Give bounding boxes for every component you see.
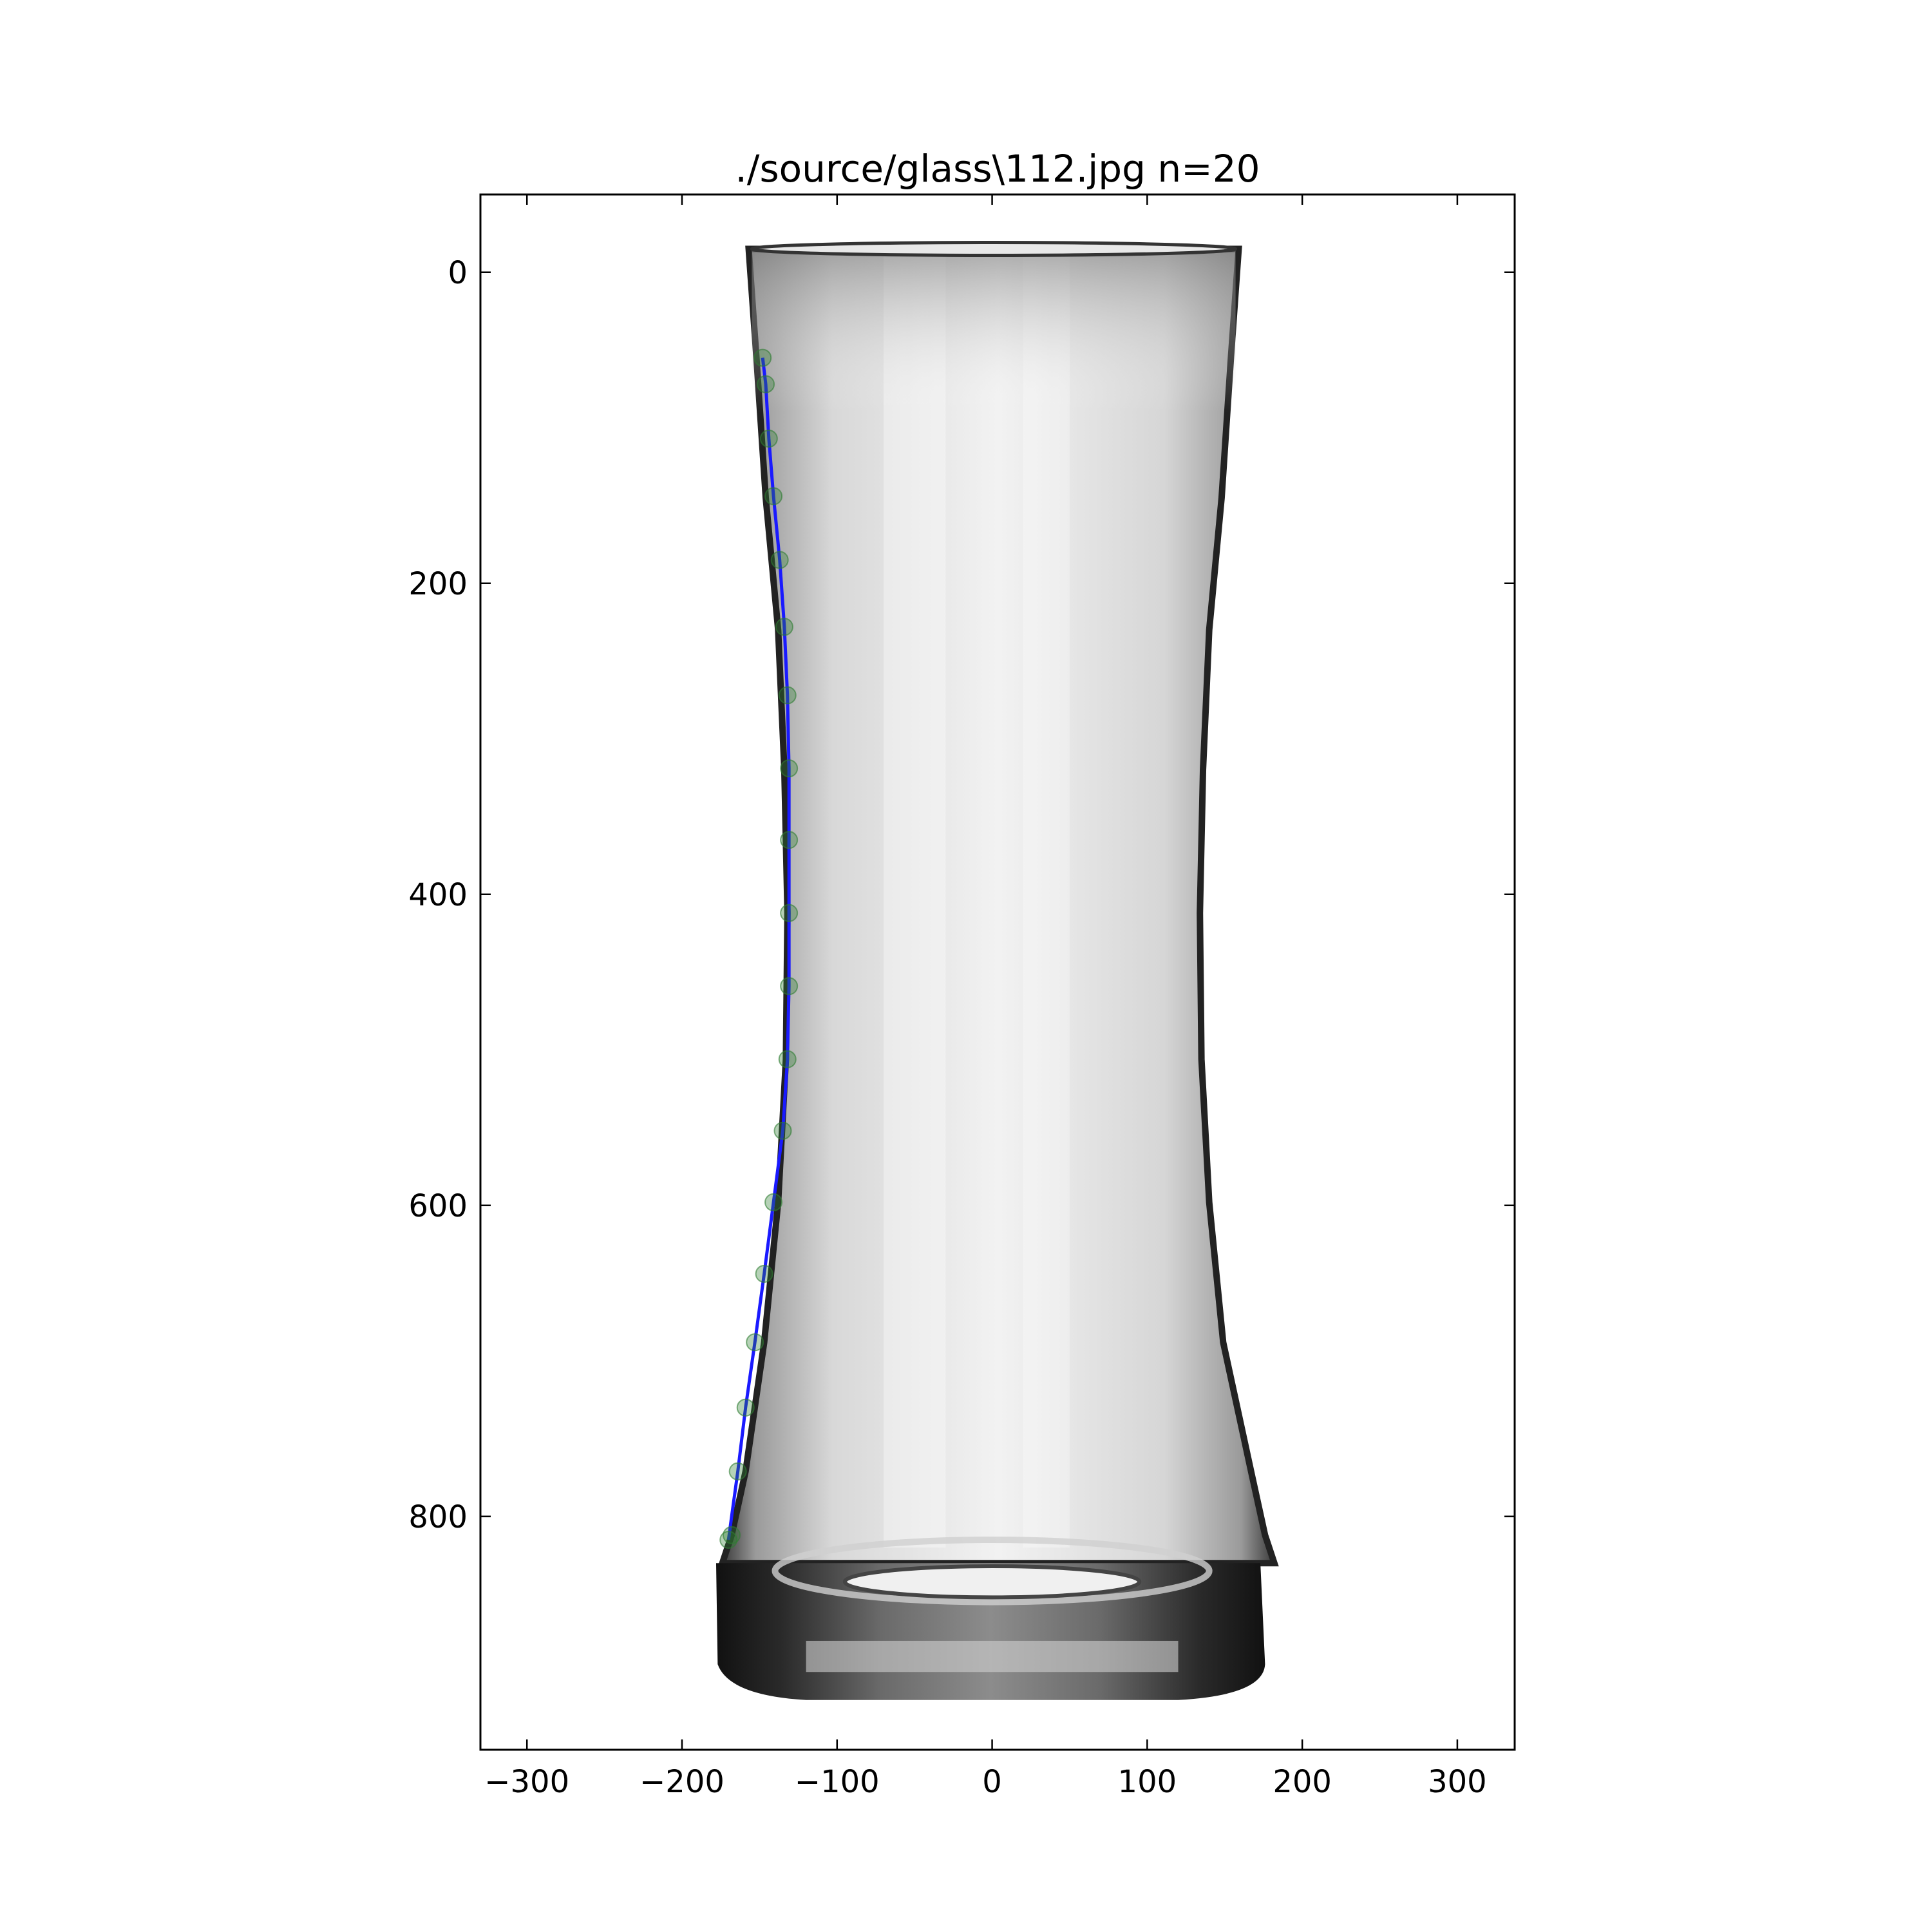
vase-photo xyxy=(715,241,1279,1700)
data-point xyxy=(780,831,799,849)
vase-highlight xyxy=(884,256,946,1548)
x-tick-label: −300 xyxy=(484,1764,569,1800)
y-tick-label: 400 xyxy=(408,877,468,913)
plot-area: −300 −200 −100 0 100 200 300 0 200 400 600 800 xyxy=(408,193,1516,1800)
y-tick-label: 0 xyxy=(448,255,468,291)
x-tick-label: 100 xyxy=(1118,1764,1177,1800)
vase-base-glare xyxy=(806,1640,1179,1672)
x-tick-label: 200 xyxy=(1273,1764,1332,1800)
chart-title: ./source/glass\112.jpg n=20 xyxy=(735,147,1260,191)
vase-rim xyxy=(750,241,1238,258)
x-tick-label: −100 xyxy=(795,1764,880,1800)
data-point xyxy=(753,348,772,367)
data-point xyxy=(764,487,783,506)
axis-ticks: −300 −200 −100 0 100 200 300 0 200 400 600 800 xyxy=(408,194,1515,1800)
series-layer xyxy=(719,348,799,1549)
vase-rim-shade xyxy=(752,249,1236,413)
data-point xyxy=(775,618,793,636)
data-point xyxy=(757,375,775,393)
data-point xyxy=(778,1050,797,1068)
vase-base-ring xyxy=(842,1564,1142,1600)
data-point xyxy=(719,1530,738,1549)
data-point xyxy=(780,759,799,778)
data-point xyxy=(780,977,799,996)
data-point xyxy=(759,430,778,448)
fit-line xyxy=(726,357,791,1540)
vase-base-ring xyxy=(772,1536,1213,1605)
data-point xyxy=(770,551,789,569)
x-tick-label: 300 xyxy=(1428,1764,1487,1800)
y-tick-label: 800 xyxy=(408,1499,468,1535)
data-point xyxy=(780,904,799,922)
data-point xyxy=(728,1462,747,1481)
data-point xyxy=(764,1193,783,1211)
plot-frame xyxy=(479,193,1516,1751)
vase-highlight xyxy=(1023,256,1070,1548)
y-tick-label: 600 xyxy=(408,1188,468,1224)
data-point xyxy=(746,1333,764,1352)
y-tick-label: 200 xyxy=(408,566,468,602)
x-tick-label: 0 xyxy=(982,1764,1002,1800)
data-point xyxy=(773,1121,792,1140)
data-point xyxy=(778,686,797,705)
data-point xyxy=(736,1398,755,1417)
x-tick-label: −200 xyxy=(639,1764,724,1800)
data-point xyxy=(755,1265,773,1283)
vase-body xyxy=(717,245,1279,1567)
